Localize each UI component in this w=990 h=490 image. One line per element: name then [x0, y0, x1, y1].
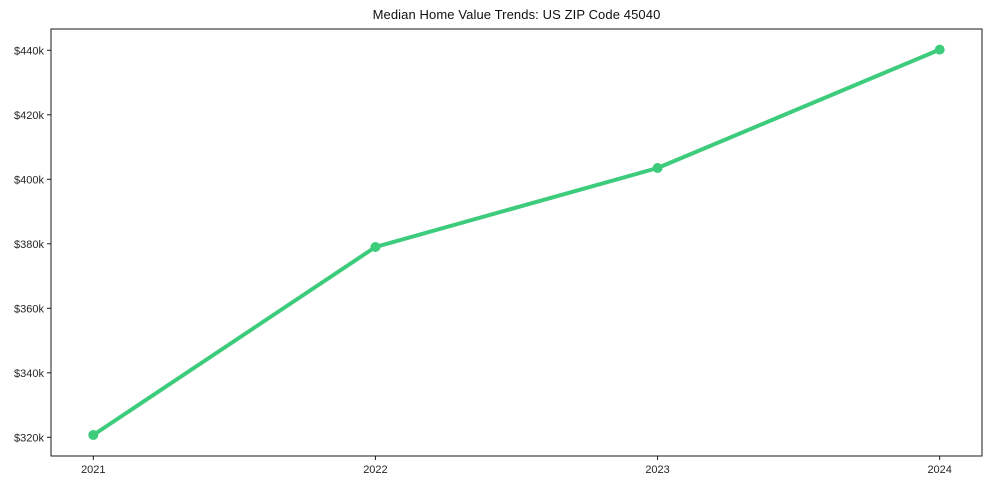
- y-tick-label: $340k: [14, 368, 44, 380]
- x-tick-label: 2023: [645, 464, 669, 476]
- chart-title: Median Home Value Trends: US ZIP Code 45…: [372, 7, 661, 22]
- y-tick-label: $400k: [14, 174, 44, 186]
- x-tick-label: 2024: [927, 464, 951, 476]
- data-point-marker: [652, 163, 663, 173]
- axis-frame: [50, 28, 983, 457]
- data-point-marker: [88, 430, 99, 440]
- y-tick-label: $420k: [14, 110, 44, 122]
- y-tick-label: $360k: [14, 303, 44, 315]
- y-tick-label: $440k: [14, 45, 44, 57]
- data-point-marker: [370, 242, 381, 252]
- data-point-marker: [934, 44, 945, 55]
- x-tick-label: 2021: [81, 464, 105, 476]
- trend-line: [91, 47, 942, 437]
- y-tick-label: $380k: [14, 239, 44, 251]
- y-tick-label: $320k: [14, 432, 44, 444]
- x-tick-label: 2022: [363, 464, 387, 476]
